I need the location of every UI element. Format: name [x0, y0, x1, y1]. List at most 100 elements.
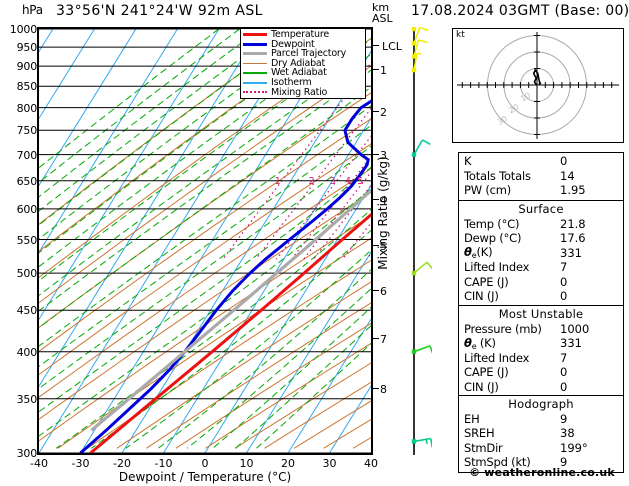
wind-barb — [411, 39, 428, 59]
index-value: 17.6 — [560, 231, 586, 246]
series-parcel-trajectory — [90, 188, 371, 432]
pressure-tick-label: 850 — [16, 80, 38, 94]
pressure-tick-label: 650 — [16, 174, 38, 188]
height-tick — [373, 111, 379, 112]
legend-label: Parcel Trajectory — [271, 48, 347, 60]
legend-swatch — [243, 72, 267, 74]
surface-indices-table: Surface Temp (°C) 21.8 Dewp (°C) 17.6 θe(K) 33… — [458, 200, 624, 307]
index-value: 0 — [560, 289, 568, 304]
index-row: θe (K) 331 — [459, 336, 623, 351]
height-tick-label: 1 — [380, 64, 387, 78]
legend-label: Mixing Ratio — [271, 86, 328, 98]
isotherm-line — [39, 29, 95, 120]
height-tick — [373, 199, 379, 201]
index-value: 9 — [560, 411, 568, 426]
temperature-tick-label: 10 — [239, 457, 254, 470]
theta-symbol: θ — [464, 245, 472, 260]
wet-adiabat-line — [125, 249, 371, 449]
index-label: StmDir — [464, 440, 503, 455]
wet-adiabat-line — [39, 29, 323, 240]
legend-label: Dry Adiabat — [271, 57, 326, 69]
index-label: Lifted Index — [464, 260, 530, 275]
dry-adiabat-line — [39, 215, 371, 442]
legend-swatch — [243, 33, 267, 37]
pressure-tick-label: 700 — [16, 148, 38, 162]
general-indices-table: K 0 Totals Totals 14 PW (cm) 1.95 — [458, 152, 624, 201]
isotherm-line — [246, 251, 371, 453]
index-label: Lifted Index — [464, 350, 530, 365]
index-value: 0 — [560, 365, 568, 380]
wet-adiabat-line — [91, 229, 371, 449]
height-unit-line2: ASL — [372, 12, 393, 25]
legend-label: Temperature — [271, 29, 329, 41]
index-value: 331 — [560, 245, 582, 260]
pressure-tick-label: 400 — [16, 345, 38, 359]
dry-adiabat-line — [39, 143, 371, 376]
wind-barbs — [411, 12, 434, 455]
pressure-tick-label: 1000 — [9, 23, 37, 36]
dry-adiabat-line — [39, 191, 371, 420]
index-value: 9 — [560, 455, 568, 470]
legend-swatch — [243, 82, 267, 84]
index-value: 7 — [560, 260, 568, 275]
x-axis-caption: Dewpoint / Temperature (°C) — [118, 470, 292, 484]
isotherm-line — [287, 318, 371, 453]
index-label: Pressure (mb) — [464, 321, 542, 336]
index-row: CIN (J) 0 — [459, 289, 623, 304]
pressure-tick-label: 550 — [16, 233, 38, 247]
index-label: EH — [464, 411, 480, 426]
index-value: 0 — [560, 379, 568, 394]
height-tick — [373, 153, 379, 155]
hodograph-unit-label: kt — [456, 30, 465, 40]
pressure-tick-label: 450 — [16, 304, 38, 318]
index-row: EH 9 — [459, 412, 623, 427]
index-label: Temp (°C) — [464, 216, 520, 231]
isotherm-line — [39, 29, 303, 453]
wet-adiabat-line — [39, 124, 371, 368]
index-value: 21.8 — [560, 216, 586, 231]
wind-barb — [411, 26, 429, 46]
table-heading: Surface — [518, 202, 564, 216]
copyright-footer: © weatheronline.co.uk — [469, 466, 615, 479]
height-tick — [373, 337, 379, 339]
wet-adiabat-line — [39, 38, 371, 282]
index-row: θe(K) 331 — [459, 245, 623, 260]
dry-adiabat-line — [39, 167, 371, 398]
index-row: Pressure (mb) 1000 — [459, 322, 623, 337]
wind-barb — [411, 139, 431, 157]
wet-adiabat-line — [39, 29, 220, 169]
table-heading: Hodograph — [508, 397, 574, 411]
legend-item: Wet Adiabat — [243, 68, 363, 78]
wet-adiabat-line — [39, 29, 344, 254]
hodograph-ring-label: 20 — [507, 102, 520, 115]
temperature-axis: -40 -30 -20 -10 0 10 20 30 40 — [30, 457, 378, 471]
temperature-tick-label: 40 — [364, 457, 378, 470]
index-label: CIN (J) — [464, 379, 499, 394]
index-row: PW (cm) 1.95 — [459, 183, 623, 198]
index-value: 14 — [560, 168, 575, 183]
index-value: 331 — [560, 336, 582, 351]
index-label: SREH — [464, 426, 495, 441]
index-label: CAPE (J) — [464, 365, 509, 380]
pressure-tick-label: 300 — [16, 447, 38, 460]
wet-adiabat-line — [212, 306, 371, 449]
pressure-unit-label: hPa — [22, 3, 43, 17]
index-label: CAPE (J) — [464, 274, 509, 289]
legend-swatch — [243, 62, 267, 65]
legend-item: Isotherm — [243, 78, 363, 88]
index-row: StmSpd (kt) 9 — [459, 455, 623, 470]
run-datetime: 17.08.2024 03GMT (Base: 00) — [411, 3, 629, 19]
station-title: 33°56'N 241°24'W 92m ASL — [56, 3, 263, 19]
index-row: Dewp (°C) 17.6 — [459, 231, 623, 246]
temperature-tick-label: 0 — [201, 457, 209, 470]
index-label: CIN (J) — [464, 289, 499, 304]
temperature-tick-label: -20 — [113, 457, 131, 470]
legend-item: Parcel Trajectory — [243, 49, 363, 59]
legend-swatch — [243, 52, 267, 56]
mixing-ratio-label: 1 — [275, 176, 281, 187]
legend-item: Dry Adiabat — [243, 59, 363, 69]
wind-barb — [411, 261, 434, 276]
series-temperature — [89, 212, 371, 453]
